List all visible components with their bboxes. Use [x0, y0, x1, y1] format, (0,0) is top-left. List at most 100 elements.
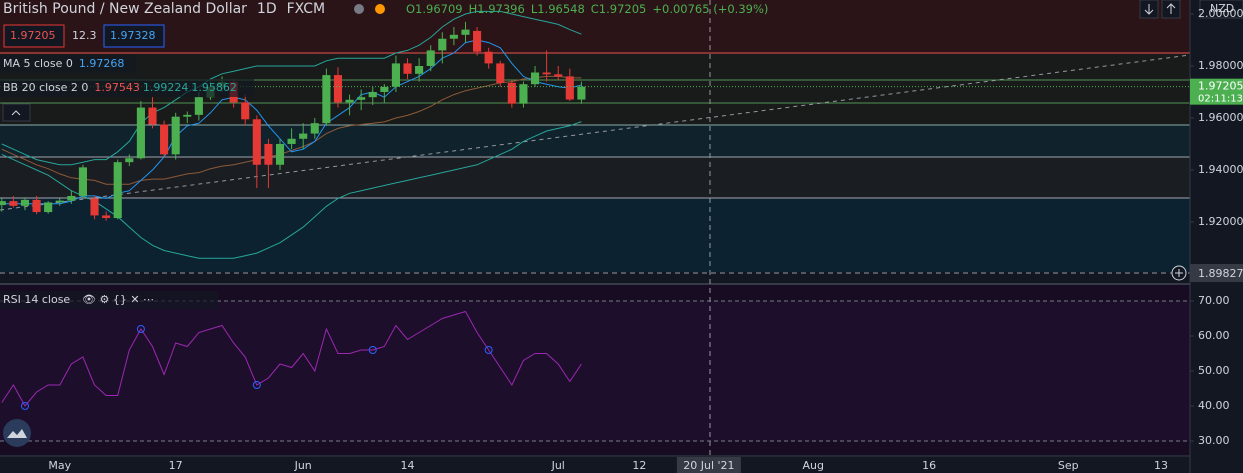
candle-body [322, 75, 331, 124]
candle-body [333, 75, 343, 103]
bb-label: BB 20 close 2 0 [3, 81, 88, 94]
icon [1144, 4, 1154, 15]
candle-body [415, 66, 424, 74]
rsi-marker [20, 401, 29, 410]
bid: 1.97205 [10, 29, 56, 42]
candle-body [148, 107, 157, 125]
ohlc: O1.96709 H1.97396 L1.96548 C1.97205 +0.00765… [406, 2, 768, 16]
last-price-box [1190, 78, 1243, 105]
candle-body [241, 102, 250, 120]
legend-bg [0, 55, 136, 73]
plus-icon [1175, 269, 1183, 277]
open: O1.96709 [406, 2, 463, 16]
spread: 12.3 [72, 29, 97, 42]
candle-body [403, 63, 412, 74]
x-tick-label: 17 [169, 459, 183, 472]
y-tick-label: 70.00 [1198, 294, 1230, 307]
rsi-marker [368, 345, 377, 354]
candle-body [426, 50, 435, 67]
crosshair-price-box [1190, 264, 1243, 282]
candle-body [194, 97, 203, 115]
logo-icon [7, 429, 27, 438]
sell-box[interactable] [3, 24, 65, 48]
ask: 1.97328 [110, 29, 156, 42]
bb-basis: 1.97543 [94, 81, 140, 94]
y-tick-label: 50.00 [1198, 364, 1230, 377]
y-tick-label: 1.96000 [1198, 111, 1243, 124]
candle-body [9, 201, 18, 206]
candle-body [530, 72, 540, 85]
high: H1.97396 [469, 2, 525, 16]
x-tick-label: 20 Jul '21 [683, 459, 734, 472]
candle-body [102, 215, 111, 219]
low: L1.96548 [531, 2, 585, 16]
bb-legend: BB 20 close 2 0 1.97543 1.99224 1.95862 [3, 81, 237, 94]
candle-body [310, 123, 319, 134]
rsi-marker [484, 345, 493, 354]
zone [0, 157, 1190, 198]
logo[interactable] [3, 419, 31, 447]
candle-body [275, 143, 285, 165]
x-tick-label: May [48, 459, 71, 472]
candle-body [264, 143, 273, 165]
currency: NZD [1210, 2, 1234, 15]
candle-body [183, 114, 192, 117]
bb-upper [1, 10, 582, 166]
candle-body [357, 97, 366, 100]
bb-upper: 1.99224 [143, 81, 189, 94]
candle-body [287, 138, 296, 144]
rsi-marker [136, 324, 145, 333]
candle-body [44, 202, 53, 213]
candle-body [345, 99, 354, 103]
candle-body [125, 158, 134, 163]
candle-body [542, 72, 551, 75]
currency-box[interactable] [1199, 0, 1243, 19]
icon [1166, 3, 1176, 14]
collapse-button[interactable] [2, 103, 31, 122]
zone [0, 125, 1190, 157]
y-tick-label: 2.00000 [1198, 7, 1243, 20]
y-tick-label: 30.00 [1198, 434, 1230, 447]
candle-body [171, 116, 180, 155]
ma-value: 1.97268 [79, 57, 125, 70]
candle-body [113, 162, 122, 219]
bb-lower: 1.95862 [191, 81, 237, 94]
candle-body [438, 38, 447, 51]
candle-body [252, 119, 261, 165]
crosshair-price: 1.89827 [1198, 267, 1243, 280]
symbol-header: British Pound / New Zealand Dollar 1D FXCM [3, 1, 325, 17]
candle-body [67, 195, 76, 201]
buy-box[interactable] [103, 24, 165, 48]
candle-body [473, 30, 482, 52]
y-tick-label: 1.94000 [1198, 163, 1243, 176]
candle-body [299, 133, 308, 139]
last-price: 1.97205 [1198, 80, 1243, 93]
candle-body [461, 29, 470, 35]
y-tick-label: 40.00 [1198, 399, 1230, 412]
candle-body [32, 199, 41, 213]
change: +0.00765 (+0.39%) [652, 2, 768, 16]
rsi-icons: 👁 ⚙ {} ✕ ⋯ [82, 293, 154, 306]
candle-body [519, 84, 528, 104]
bb-basis [1, 75, 582, 185]
zone [0, 0, 1190, 53]
candle-body [368, 91, 377, 98]
rsi-marker [252, 380, 261, 389]
candle-body [136, 107, 145, 159]
rsi-legend: RSI 14 close [3, 293, 70, 306]
candle-body [565, 76, 574, 100]
x-tick-label: Sep [1058, 459, 1079, 472]
candle-body [449, 34, 458, 39]
y-tick-label: 1.92000 [1198, 215, 1243, 228]
x-tick-label: Aug [803, 459, 824, 472]
candle-body [20, 199, 30, 206]
status-dot [354, 4, 364, 14]
x-tick-label: 13 [1154, 459, 1168, 472]
legend: British Pound / New Zealand Dollar 1D FXCM… [0, 1, 768, 447]
ma-label: MA 5 close 0 [3, 57, 73, 70]
legend-bg [0, 79, 254, 97]
candle-body [577, 86, 586, 100]
close: C1.97205 [591, 2, 647, 16]
candle-body [90, 198, 99, 216]
